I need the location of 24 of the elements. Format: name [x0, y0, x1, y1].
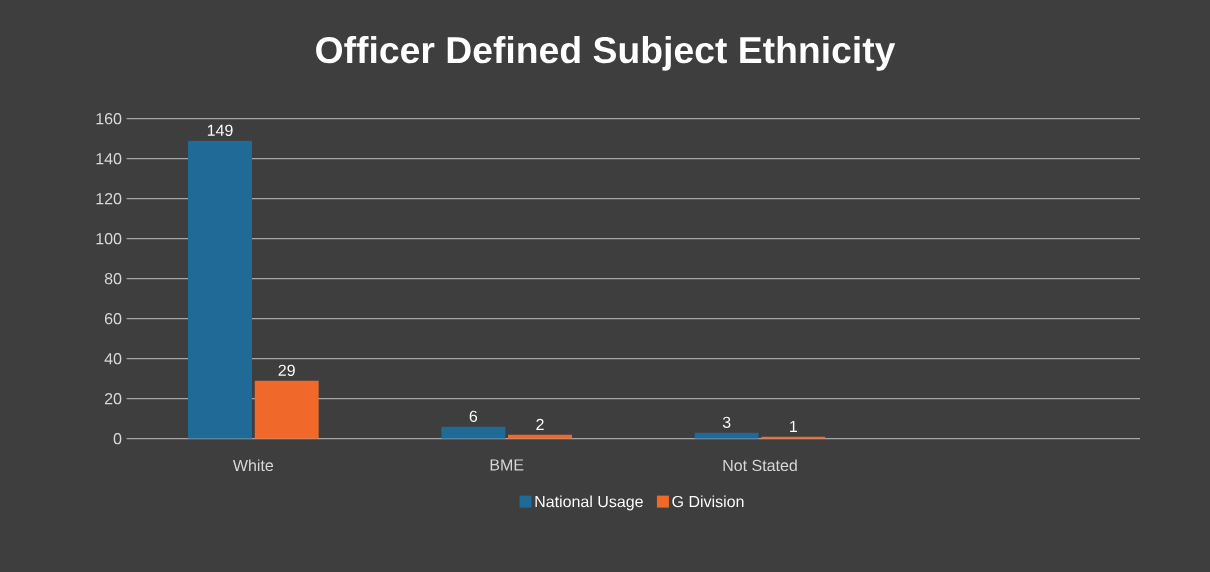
x-tick-label: White	[232, 459, 274, 472]
y-tick-label: 20	[104, 393, 122, 405]
y-tick-label: 140	[96, 153, 122, 165]
x-tick-label: Not Stated	[723, 459, 797, 472]
data-label: 3	[722, 416, 731, 428]
y-tick-label: 80	[104, 273, 122, 285]
y-tick-label: 60	[104, 313, 122, 325]
y-tick-label: 40	[104, 353, 122, 365]
legend-label: National Usage	[535, 495, 643, 511]
bar	[188, 140, 253, 439]
y-tick-label: 0	[113, 433, 122, 445]
bar	[254, 380, 319, 439]
data-label: 149	[207, 124, 233, 136]
y-tick-label: 160	[96, 113, 122, 125]
data-label: 1	[790, 420, 797, 432]
bar	[441, 426, 506, 439]
y-tick-label: 120	[96, 193, 122, 205]
data-label: 2	[536, 418, 544, 430]
y-tick-label: 100	[96, 233, 122, 245]
x-tick-label: BME	[490, 459, 524, 471]
legend-label: G Division	[672, 495, 744, 508]
data-label: 6	[469, 410, 478, 422]
data-label: 29	[278, 364, 295, 376]
chart-title: Officer Defined Subject Ethnicity	[316, 35, 896, 71]
